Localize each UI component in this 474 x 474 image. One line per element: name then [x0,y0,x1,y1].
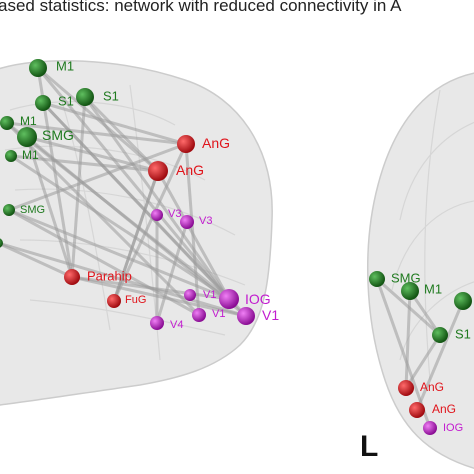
right-brain-outline [367,72,474,469]
left-node-m1 [0,116,14,130]
left-node-s1 [35,95,51,111]
left-node-v1 [192,308,206,322]
left-node-v1 [237,307,255,325]
left-node-label: M1 [20,114,37,128]
left-node-label: AnG [176,162,204,178]
left-node-label: SMG [42,127,74,143]
left-edge [155,221,189,324]
right-node-ang [398,380,414,396]
right-edge [404,290,412,389]
left-node-v1 [184,289,196,301]
left-node-fug [107,294,121,308]
left-edge [8,142,187,212]
figure-title: ased statistics: network with reduced co… [0,0,402,15]
left-edge [10,154,159,173]
left-node-label: M1 [22,148,39,162]
left-edge [112,143,188,302]
left-edge [10,154,230,301]
left-edge [5,121,201,317]
left-edge [6,121,187,146]
left-node-label: M1 [56,59,74,74]
left-edge [41,101,248,318]
right-node-iog [423,421,437,435]
left-node-s1 [76,88,94,106]
right-node-label: S1 [455,327,471,342]
right-node-m1 [401,282,419,300]
left-node-smg [3,204,15,216]
left-node-v3 [180,215,194,229]
left-node-m1 [5,150,17,162]
left-node-ang [177,135,195,153]
left-edge [156,170,231,300]
left-edge [0,242,73,279]
left-node-v3 [151,209,163,221]
left-edge [42,101,187,146]
left-node-label: V1 [262,307,279,323]
left-edge [36,67,231,300]
left-node-label: V4 [170,319,183,331]
left-edge [112,170,160,302]
left-node-label: S1 [58,94,74,109]
panel-letter: L [360,430,379,463]
left-edge [71,275,247,318]
right-node-s1 [432,327,448,343]
left-node-label: V1 [212,308,225,320]
left-node-label: S1 [103,89,119,104]
left-edge [25,136,74,278]
right-node-label: AnG [420,380,444,394]
left-node-label: IOG [245,291,271,307]
right-node-smg [369,271,385,287]
left-node-m1 [29,59,47,77]
left-node-label: FuG [125,294,146,306]
left-node-label: Parahip [87,269,132,284]
left-edge [71,275,230,301]
left-node-unlabeled [0,238,3,248]
right-node-label: IOG [443,422,463,434]
left-edge [184,143,201,316]
right-node-unlabeled [454,292,472,310]
right-node-label: AnG [432,402,456,416]
left-node-label: SMG [20,204,45,216]
left-node-label: V3 [199,215,212,227]
left-node-ang [148,161,168,181]
left-edge [83,96,231,300]
right-edge [415,300,465,411]
left-node-parahip [64,269,80,285]
left-node-label: V1 [203,289,216,301]
left-node-iog [219,289,239,309]
left-node-label: V3 [168,208,181,220]
right-edge [404,334,442,389]
right-node-ang [409,402,425,418]
right-node-label: SMG [391,271,421,286]
left-node-label: AnG [202,135,230,151]
right-node-label: M1 [424,282,442,297]
right-edge [375,278,432,429]
left-node-v4 [150,316,164,330]
left-node-smg [17,127,37,147]
left-edge [8,208,230,301]
